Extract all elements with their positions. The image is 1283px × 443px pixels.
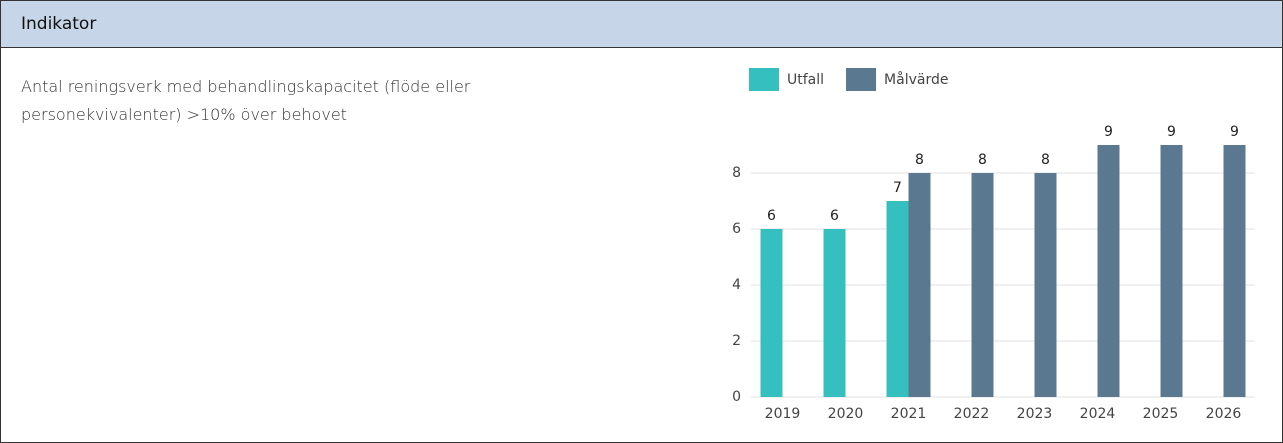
value-label: 9: [1167, 124, 1176, 140]
bar: [1097, 145, 1120, 397]
x-tick-label: 2026: [1206, 406, 1242, 422]
bar: [971, 173, 994, 397]
bar: [1223, 145, 1246, 397]
value-label: 6: [767, 208, 776, 224]
value-label: 8: [915, 152, 924, 168]
header: Indikator: [1, 1, 1282, 48]
y-tick-label: 8: [732, 165, 741, 181]
bar: [908, 173, 931, 397]
value-label: 8: [1041, 152, 1050, 168]
value-label: 7: [893, 180, 902, 196]
bar: [823, 229, 846, 397]
x-tick-label: 2021: [891, 406, 927, 422]
x-tick-label: 2020: [828, 406, 864, 422]
x-tick-label: 2025: [1143, 406, 1179, 422]
bar: [760, 229, 783, 397]
x-tick-label: 2023: [1017, 406, 1053, 422]
y-tick-label: 4: [732, 277, 741, 293]
x-tick-label: 2019: [765, 406, 801, 422]
x-tick-label: 2022: [954, 406, 990, 422]
x-tick-label: 2024: [1080, 406, 1116, 422]
legend-swatch: [749, 68, 779, 91]
y-tick-label: 0: [732, 389, 741, 405]
value-label: 9: [1104, 124, 1113, 140]
value-label: 6: [830, 208, 839, 224]
bar: [886, 201, 909, 397]
legend-label: Utfall: [787, 72, 824, 88]
bar: [1160, 145, 1183, 397]
y-tick-label: 2: [732, 333, 741, 349]
description: Antal reningsverk med behandlingskapacit…: [21, 77, 471, 124]
y-tick-label: 6: [732, 221, 741, 237]
legend-swatch: [846, 68, 877, 91]
value-label: 8: [978, 152, 987, 168]
bar: [1034, 173, 1057, 397]
legend-label: Målvärde: [884, 71, 948, 88]
value-label: 9: [1230, 124, 1239, 140]
